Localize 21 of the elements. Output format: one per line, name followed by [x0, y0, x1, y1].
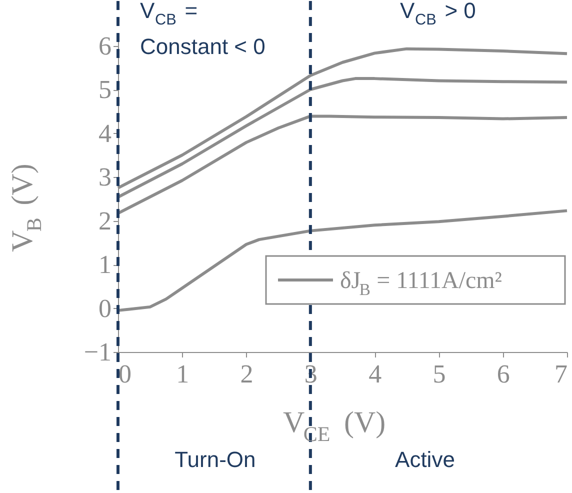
text: Turn-On: [174, 447, 256, 472]
y-tick-label: 5: [98, 75, 112, 104]
line-series: [116, 114, 568, 215]
x-tick-label: 7: [554, 360, 568, 388]
x-tick-label: 3: [304, 360, 318, 388]
y-tick-label: 1: [98, 250, 112, 279]
y-tick-label: 6: [98, 31, 112, 60]
y-axis-title: VB (V): [6, 164, 46, 252]
x-tick-label: 5: [432, 360, 446, 388]
line-series: [116, 77, 568, 199]
x-tick-label: 6: [496, 360, 510, 388]
y-tick-label: 0: [98, 294, 112, 323]
x-tick-label: 2: [240, 360, 254, 388]
text: Active: [395, 447, 455, 472]
x-tick-label: 0: [118, 360, 132, 388]
y-tick-label: 3: [98, 162, 112, 192]
x-tick-label: 1: [176, 360, 190, 388]
y-tick-label: 2: [98, 206, 112, 236]
y-tick-label: −1: [84, 338, 112, 366]
y-tick-label: 4: [98, 118, 112, 148]
x-tick-label: 4: [368, 360, 382, 388]
